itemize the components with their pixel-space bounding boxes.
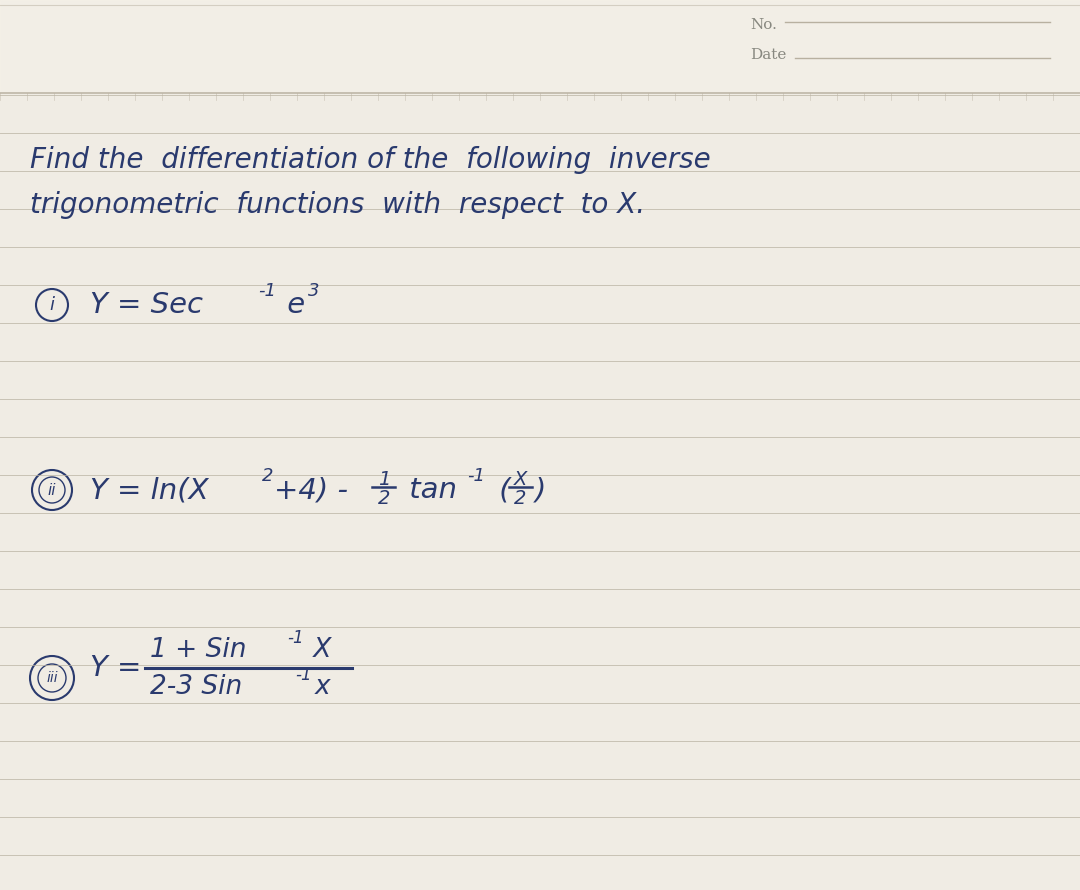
Text: Y = ln(X: Y = ln(X xyxy=(90,476,208,504)
Text: iii: iii xyxy=(46,671,58,685)
Text: -1: -1 xyxy=(287,629,303,647)
Text: 1 + Sin: 1 + Sin xyxy=(150,637,246,663)
Text: 2-3 Sin: 2-3 Sin xyxy=(150,674,242,700)
Text: 2: 2 xyxy=(262,467,273,485)
Text: -1: -1 xyxy=(467,467,485,485)
Text: Y =: Y = xyxy=(90,654,141,682)
Text: (: ( xyxy=(490,476,511,504)
Text: -1: -1 xyxy=(258,282,276,300)
Text: 2: 2 xyxy=(378,489,390,507)
Text: x: x xyxy=(315,674,330,700)
Text: ii: ii xyxy=(48,482,56,498)
Text: X: X xyxy=(514,470,527,489)
Text: 1: 1 xyxy=(378,470,390,489)
Text: ): ) xyxy=(535,476,546,504)
Text: +4) -: +4) - xyxy=(274,476,348,504)
Text: 3: 3 xyxy=(308,282,320,300)
Text: 2: 2 xyxy=(514,489,526,507)
Text: Find the  differentiation of the  following  inverse: Find the differentiation of the followin… xyxy=(30,146,711,174)
Text: trigonometric  functions  with  respect  to X.: trigonometric functions with respect to … xyxy=(30,191,645,219)
Text: i: i xyxy=(50,296,54,314)
Text: X: X xyxy=(305,637,332,663)
Text: -1: -1 xyxy=(295,666,312,684)
Text: Y = Sec: Y = Sec xyxy=(90,291,203,319)
Text: e: e xyxy=(278,291,306,319)
Text: Date: Date xyxy=(750,48,786,62)
Text: No.: No. xyxy=(750,18,777,32)
Text: tan: tan xyxy=(400,476,457,504)
